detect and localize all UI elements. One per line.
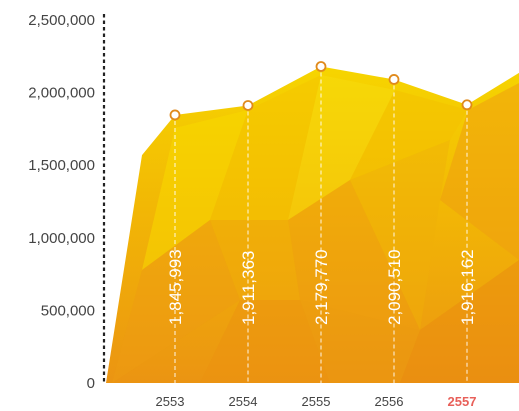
area-facet (200, 300, 330, 383)
data-label: 2,179,770 (312, 249, 331, 325)
area-facet (210, 220, 300, 300)
data-point (461, 99, 473, 111)
area-facet (440, 83, 519, 260)
data-label: 1,916,162 (458, 249, 477, 325)
y-tick-labels: 0 500,000 1,000,000 1,500,000 2,000,000 2,500… (28, 12, 95, 392)
y-tick-label: 1,500,000 (28, 157, 95, 174)
area-facet (210, 75, 321, 220)
data-labels: 1,845,993 1,911,363 2,179,770 2,090,510 1,91… (166, 249, 477, 325)
area-facet (350, 140, 450, 330)
area-facet (400, 260, 519, 383)
y-tick-label: 2,000,000 (28, 85, 95, 102)
data-label: 1,911,363 (239, 251, 258, 325)
data-point (242, 100, 254, 111)
x-tick-label: 2555 (302, 394, 331, 409)
data-point (388, 74, 400, 85)
data-label: 2,090,510 (385, 249, 404, 325)
area-facet (288, 75, 395, 220)
data-label: 1,845,993 (166, 249, 185, 325)
data-markers (169, 61, 473, 121)
x-tick-label: 2554 (229, 394, 258, 409)
area-facet (300, 300, 420, 383)
area-facet (112, 220, 240, 383)
x-tick-label: 2553 (156, 394, 185, 409)
x-tick-label: 2557 (448, 394, 477, 409)
area-facet (142, 110, 248, 270)
data-point (315, 61, 327, 72)
x-tick-label: 2556 (375, 394, 404, 409)
y-tick-label: 500,000 (41, 302, 95, 319)
area-facet (350, 90, 468, 180)
data-point (169, 109, 181, 121)
y-tick-label: 0 (87, 375, 95, 392)
value-guides (174, 72, 468, 387)
y-tick-label: 1,000,000 (28, 230, 95, 247)
x-tick-labels: 2553 2554 2555 2556 2557 (156, 394, 477, 409)
y-tick-label: 2,500,000 (28, 12, 95, 29)
